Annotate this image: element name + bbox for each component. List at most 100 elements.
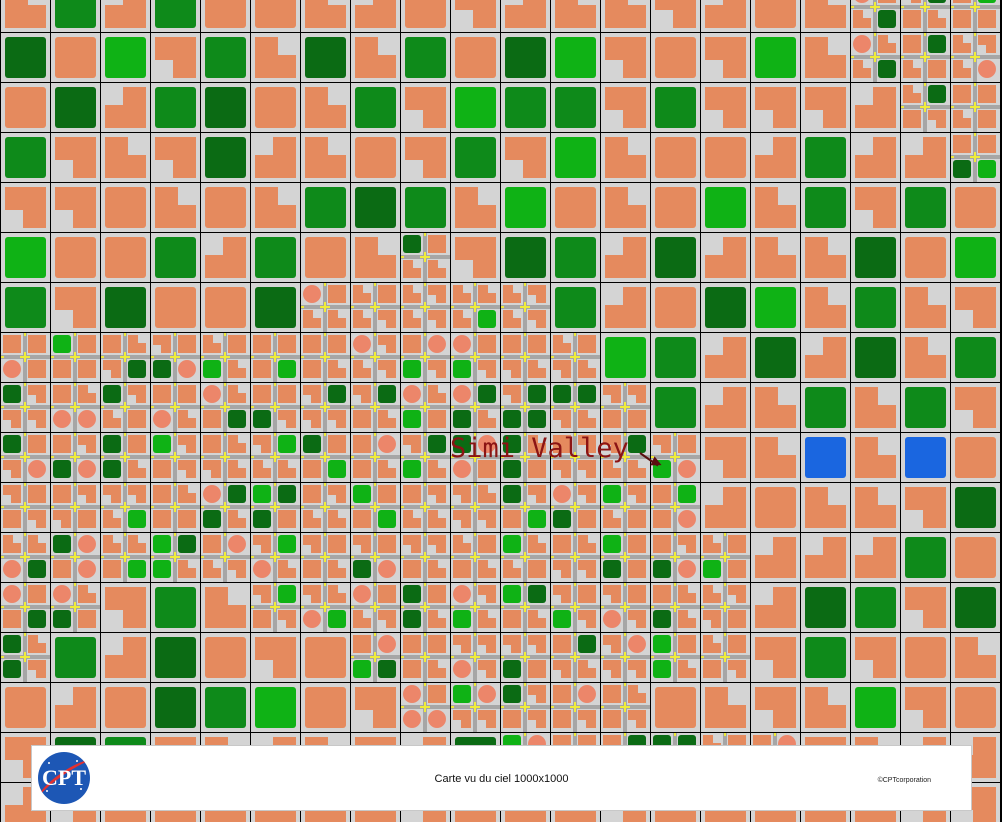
map-tile: [1, 233, 50, 282]
map-tile: [351, 183, 400, 232]
map-tile: [1, 333, 50, 382]
map-tile: [501, 0, 550, 32]
map-tile: [551, 333, 600, 382]
map-tile: [351, 533, 400, 582]
map-tile: [701, 333, 750, 382]
map-tile: [1, 133, 50, 182]
map-tile: [901, 483, 950, 532]
map-tile: [201, 633, 250, 682]
map-tile: [651, 233, 700, 282]
map-tile: [1, 433, 50, 482]
map-tile: [501, 233, 550, 282]
map-tile: [751, 533, 800, 582]
map-tile: [51, 133, 100, 182]
map-tile: [101, 183, 150, 232]
map-tile: [501, 33, 550, 82]
map-tile: [901, 283, 950, 332]
map-tile: [751, 283, 800, 332]
map-tile: [451, 633, 500, 682]
map-tile: [301, 583, 350, 632]
map-tile: [451, 433, 500, 482]
map-tile: [301, 383, 350, 432]
map-tile: [701, 0, 750, 32]
map-tile: [551, 0, 600, 32]
map-tile: [101, 583, 150, 632]
map-tile: [51, 633, 100, 682]
map-tile: [351, 633, 400, 682]
map-tile: [801, 33, 850, 82]
map-tile: [401, 633, 450, 682]
map-tile: [801, 483, 850, 532]
map-tile: [701, 433, 750, 482]
map-tile: [251, 33, 300, 82]
map-tile: [651, 533, 700, 582]
map-tile: [901, 0, 950, 32]
map-tile: [301, 483, 350, 532]
map-tile: [1, 83, 50, 132]
map-tile: [401, 333, 450, 382]
map-tile: [51, 233, 100, 282]
map-tile: [201, 583, 250, 632]
map-tile: [401, 283, 450, 332]
map-tile: [151, 183, 200, 232]
city-label[interactable]: Simi Valley: [450, 433, 629, 464]
map-tile: [201, 683, 250, 732]
map-tile: [451, 683, 500, 732]
map-tile: [601, 0, 650, 32]
map-tile: [651, 33, 700, 82]
map-tile: [951, 83, 1000, 132]
map-tile: [901, 383, 950, 432]
map-tile: [451, 233, 500, 282]
map-tile: [751, 433, 800, 482]
map-tile: [251, 233, 300, 282]
map-tile: [151, 233, 200, 282]
map-tile: [651, 333, 700, 382]
map-tile: [451, 0, 500, 32]
map-tile: [51, 433, 100, 482]
map-tile: [851, 0, 900, 32]
map-tile: [51, 83, 100, 132]
map-tile: [351, 33, 400, 82]
map-tile: [301, 0, 350, 32]
map-tile: [651, 0, 700, 32]
map-tile: [401, 83, 450, 132]
map-tile: [251, 633, 300, 682]
map-tile: [301, 33, 350, 82]
map-tile: [451, 283, 500, 332]
map-tile: [451, 383, 500, 432]
map-tile: [51, 533, 100, 582]
map-tile: [751, 0, 800, 32]
map-tile: [251, 383, 300, 432]
map-tile: [101, 533, 150, 582]
map-tile: [51, 33, 100, 82]
map-tile: [501, 183, 550, 232]
map-tile: [951, 183, 1000, 232]
map-tile: [201, 83, 250, 132]
map-tile: [951, 333, 1000, 382]
map-tile: [801, 0, 850, 32]
map-tile: [101, 83, 150, 132]
map-tile: [751, 483, 800, 532]
map-tile: [151, 283, 200, 332]
map-tile: [351, 283, 400, 332]
map-tile: [501, 483, 550, 532]
map-tile: [851, 383, 900, 432]
map-tile: [701, 583, 750, 632]
map-tile: [551, 283, 600, 332]
map-tile: [351, 233, 400, 282]
map-tile: [51, 0, 100, 32]
map-tile: [301, 183, 350, 232]
map-tile: [251, 433, 300, 482]
map-tile: [1, 383, 50, 432]
map-tile: [351, 583, 400, 632]
map-tile: [551, 33, 600, 82]
map-tile: [601, 83, 650, 132]
map-tile: [701, 183, 750, 232]
map-tile: [701, 233, 750, 282]
map-tile: [451, 583, 500, 632]
map-tile: [351, 683, 400, 732]
map-tile: [251, 333, 300, 382]
map-tile: [301, 633, 350, 682]
map-tile: [1, 683, 50, 732]
